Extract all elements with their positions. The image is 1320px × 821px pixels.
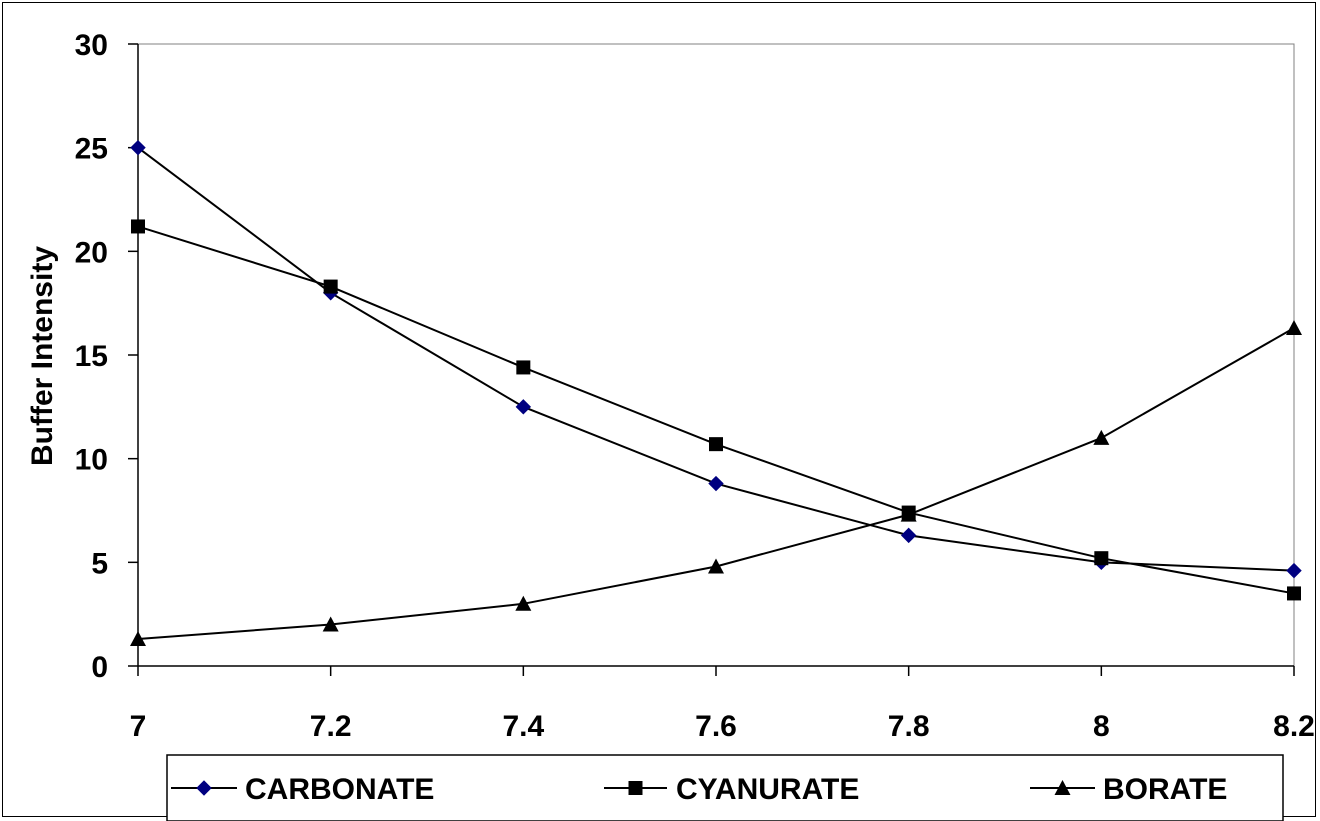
- series-group: [130, 139, 1302, 647]
- x-tick-label: 7.4: [502, 710, 544, 743]
- cyanurate-point: [1287, 586, 1301, 601]
- borate-point: [1093, 429, 1110, 445]
- carbonate-point: [515, 399, 532, 415]
- y-tick-label: 5: [91, 547, 108, 580]
- legend-marker: [196, 780, 212, 796]
- legend-item-cyanurate: CYANURATE: [604, 773, 859, 806]
- cyanurate-point: [709, 437, 723, 452]
- y-axis-title: Buffer Intensity: [26, 246, 59, 466]
- carbonate-point: [1286, 562, 1302, 579]
- x-tick-label: 7.8: [888, 710, 930, 743]
- cyanurate-point: [516, 360, 531, 375]
- legend-marker: [628, 781, 643, 795]
- x-tick-label: 8.2: [1273, 710, 1315, 743]
- y-tick-label: 25: [75, 133, 108, 166]
- legend-label: BORATE: [1103, 773, 1227, 806]
- borate-point: [515, 595, 532, 611]
- legend-label: CARBONATE: [245, 773, 434, 806]
- cyanurate-point: [1094, 551, 1109, 566]
- legend-marker: [1054, 780, 1071, 795]
- carbonate-line: [137, 146, 1295, 572]
- borate-point: [1286, 320, 1302, 336]
- borate-point: [900, 506, 917, 522]
- x-tick-label: 7.6: [695, 710, 737, 743]
- x-tick-label: 7: [130, 710, 147, 743]
- legend-item-borate: BORATE: [1030, 773, 1227, 806]
- borate-point: [708, 558, 724, 574]
- x-tick-label: 8: [1093, 710, 1110, 743]
- legend-label: CYANURATE: [676, 773, 859, 806]
- legend: CARBONATE CYANURATE BORATE: [166, 754, 1284, 821]
- y-tick-label: 20: [75, 236, 108, 269]
- cyanurate-line: [137, 225, 1295, 595]
- y-tick-label: 15: [75, 340, 108, 373]
- series-cyanurate: [131, 219, 1301, 601]
- legend-item-carbonate: CARBONATE: [171, 773, 434, 806]
- legend-box: [166, 754, 1284, 821]
- series-borate: [130, 320, 1302, 647]
- cyanurate-point: [131, 219, 145, 234]
- cyanurate-point: [323, 279, 338, 294]
- borate-point: [322, 616, 339, 632]
- borate-point: [130, 631, 146, 647]
- y-tick-label: 10: [75, 444, 108, 477]
- y-axis: 0 5 10 15 20 25 30: [75, 29, 138, 684]
- carbonate-point: [708, 475, 724, 492]
- series-carbonate: [130, 139, 1302, 579]
- y-tick-label: 0: [91, 651, 108, 684]
- y-tick-label: 30: [75, 29, 108, 62]
- carbonate-point: [130, 139, 146, 156]
- x-tick-label: 7.2: [310, 710, 352, 743]
- carbonate-point: [900, 527, 917, 544]
- x-axis: 7 7.2 7.4 7.6 7.8 8 8.2: [130, 666, 1315, 743]
